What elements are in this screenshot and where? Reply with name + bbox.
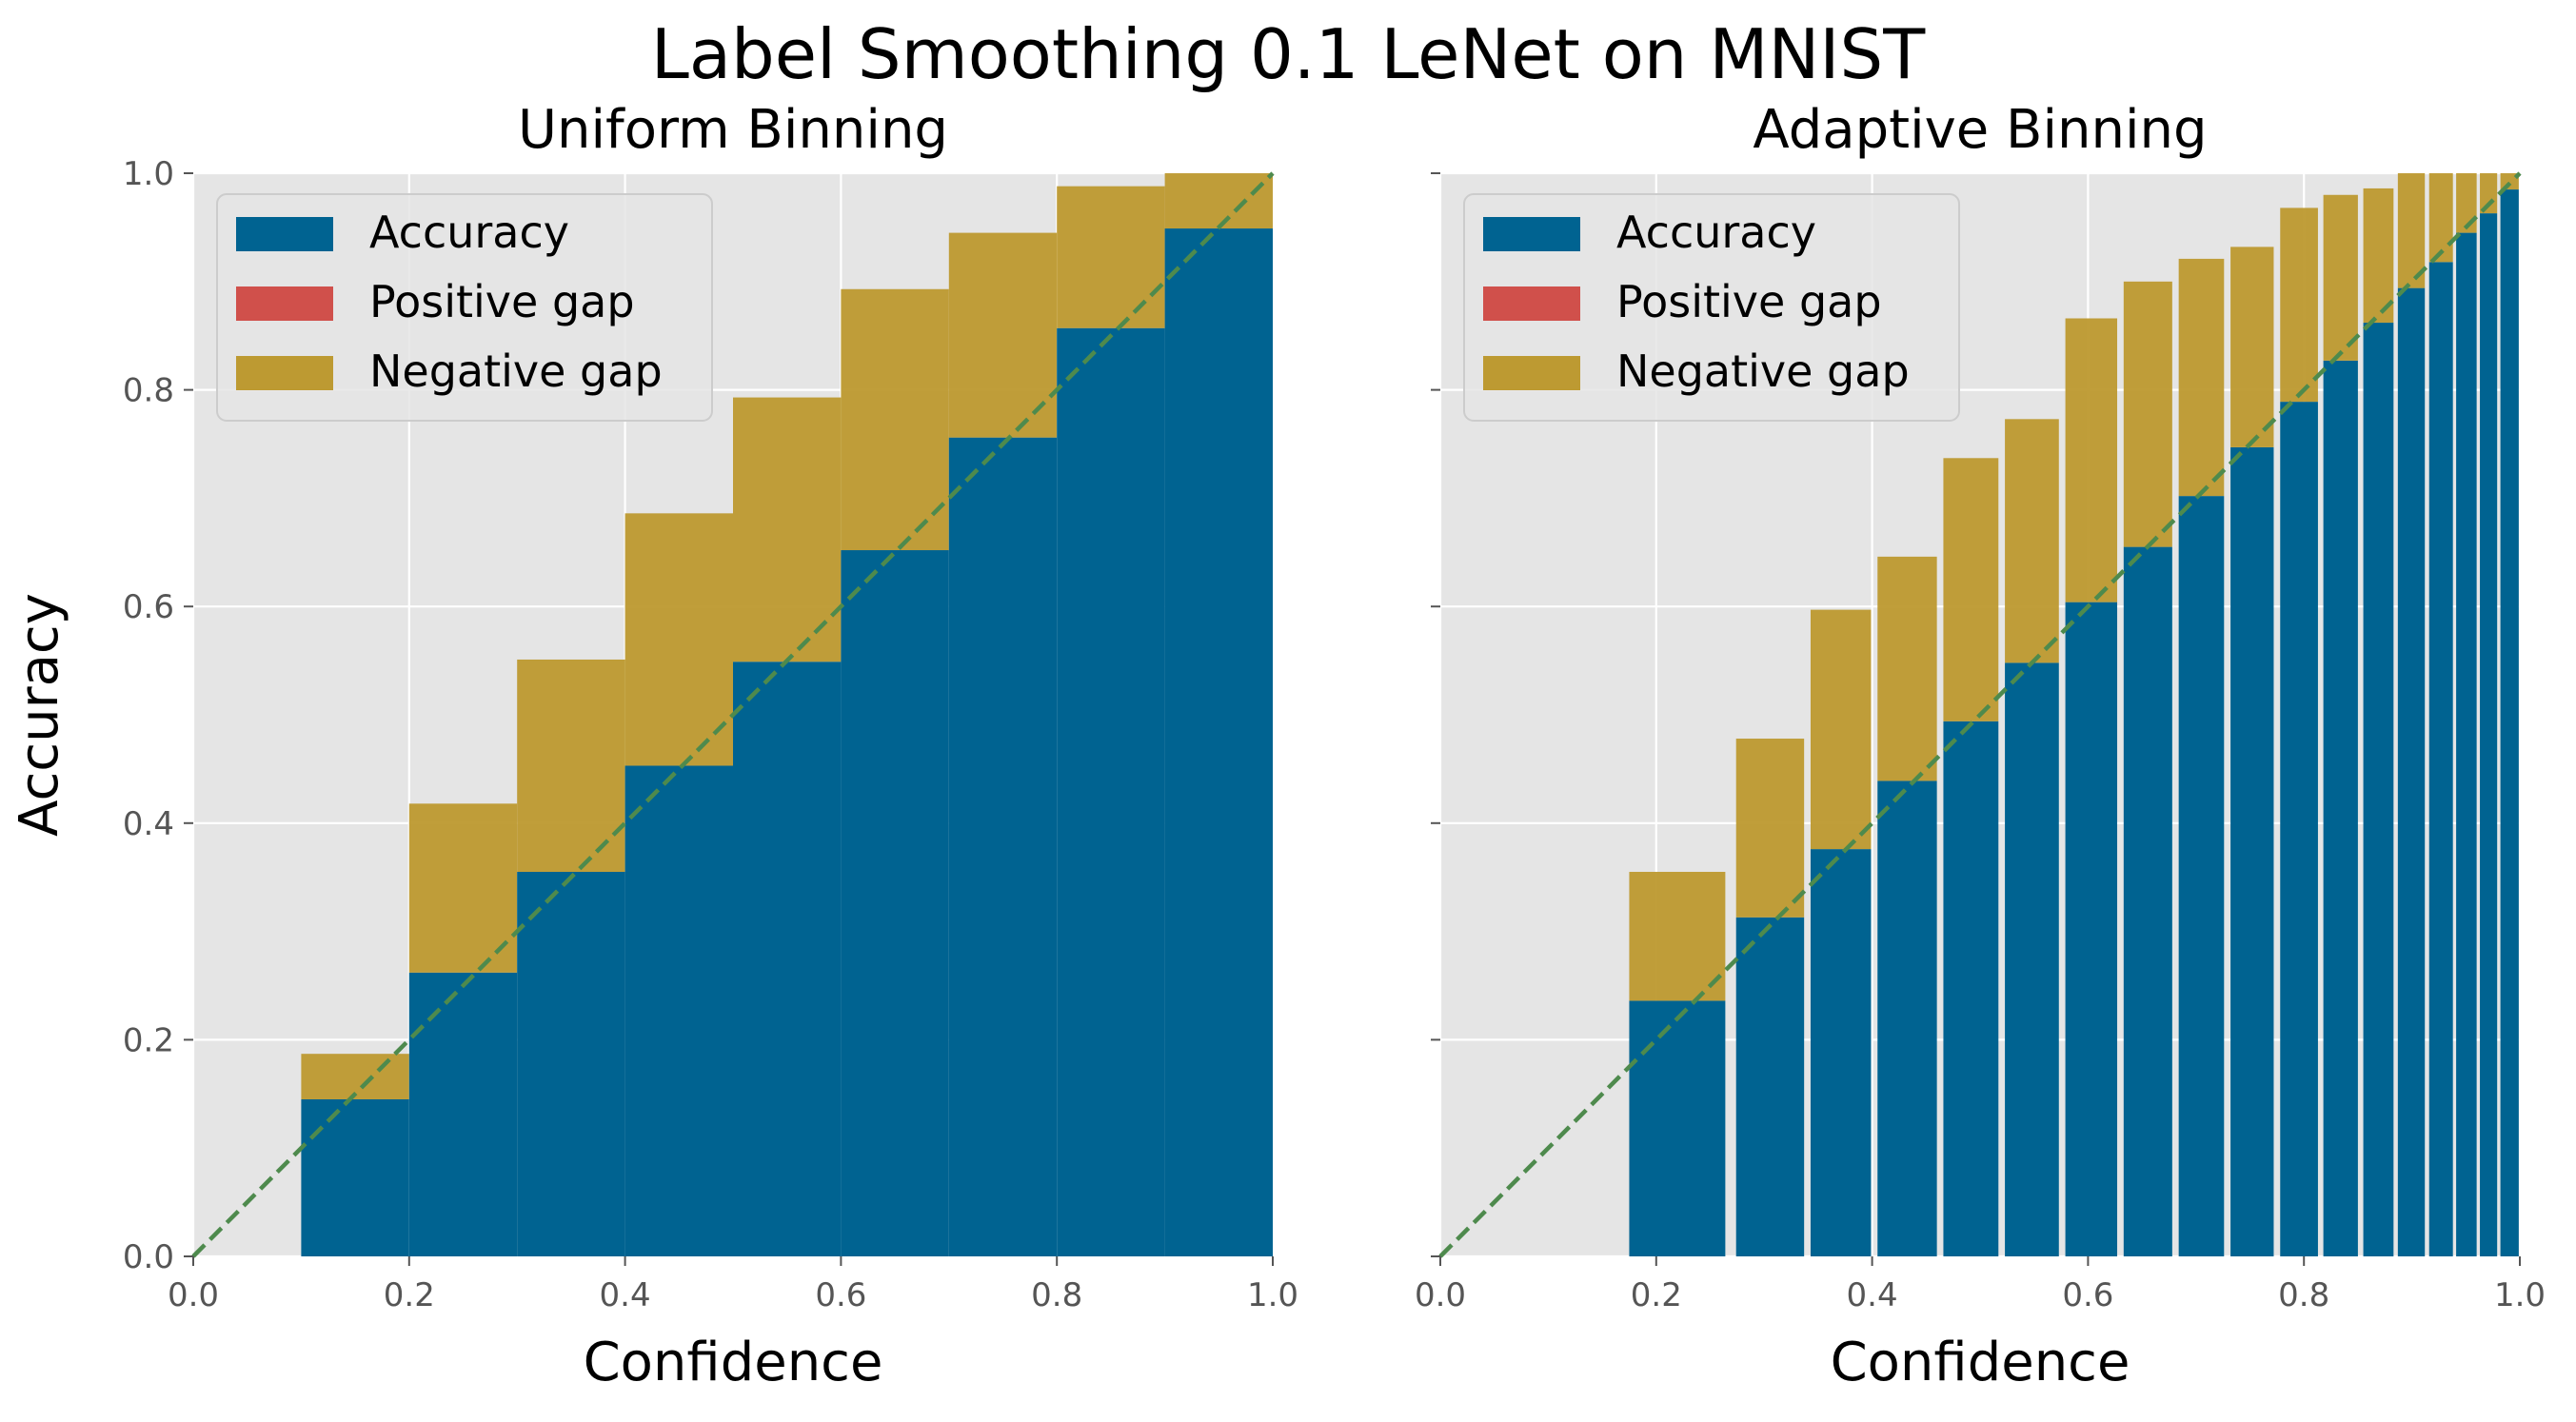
perfect-calibration-line [1438,171,2522,1258]
accuracy-bar [517,872,625,1256]
accuracy-bar [2428,262,2453,1256]
y-tick-label: 0.0 [123,1238,174,1276]
accuracy-bar [1810,849,1872,1256]
negative-gap-bar [1877,556,1937,781]
accuracy-bar [408,972,518,1256]
accuracy-bar [2500,189,2519,1256]
legend-label: Accuracy [369,207,569,258]
y-tick-label: 0.8 [123,372,174,410]
x-tick-label: 0.6 [2062,1276,2113,1314]
accuracy-bar [624,765,733,1256]
legend-label: Accuracy [1616,207,1816,258]
negative-gap-bar [2280,207,2318,403]
x-tick-label: 0.4 [1847,1276,1898,1314]
negative-gap-bar [2178,258,2225,497]
accuracy-bar [1057,327,1165,1256]
x-axis-label: Confidence [584,1332,883,1393]
x-tick-label: 0.8 [2278,1276,2329,1314]
y-axis-label: Accuracy [9,593,70,837]
y-tick-label: 1.0 [123,155,174,193]
accuracy-bar [2323,360,2358,1256]
negative-gap-bar [1735,739,1805,918]
accuracy-bar [2123,546,2172,1256]
legend-box [216,193,713,422]
x-tick-label: 1.0 [2494,1276,2546,1314]
negative-gap-bar [2005,419,2059,663]
accuracy-bar [301,1098,409,1256]
negative-gap-swatch [1483,356,1580,390]
accuracy-bar [2397,287,2426,1256]
x-tick-label: 0.0 [1415,1276,1466,1314]
negative-gap-bar [2428,173,2453,263]
negative-gap-bar [2397,173,2426,288]
negative-gap-bar [1057,186,1165,328]
legend-label: Negative gap [1616,346,1910,397]
y-tick-label: 0.6 [123,588,174,626]
x-tick-label: 0.2 [384,1276,435,1314]
accuracy-bar [1735,917,1805,1256]
legend-label: Negative gap [369,346,663,397]
negative-gap-swatch [236,356,333,390]
accuracy-bar [1877,780,1937,1256]
negative-gap-bar [517,659,625,873]
legend-label: Positive gap [1616,276,1882,327]
accuracy-bar [2005,662,2059,1256]
y-tick-label: 0.2 [123,1021,174,1059]
accuracy-swatch [1483,217,1580,251]
accuracy-bar [1629,1000,1726,1256]
negative-gap-bar [2456,173,2477,233]
x-tick-label: 0.0 [168,1276,219,1314]
panel-title: Adaptive Binning [1753,99,2207,161]
x-tick-label: 0.6 [815,1276,866,1314]
accuracy-swatch [236,217,333,251]
figure-title: Label Smoothing 0.1 LeNet on MNIST [651,14,1926,94]
accuracy-bar [2230,446,2274,1256]
accuracy-bar [2178,496,2225,1256]
x-tick-label: 0.4 [600,1276,651,1314]
accuracy-bar [948,437,1058,1256]
negative-gap-bar [1810,609,1872,850]
negative-gap-bar [2230,247,2274,447]
accuracy-bar [841,550,949,1256]
negative-gap-bar [1164,173,1273,229]
accuracy-bar [733,662,842,1256]
negative-gap-bar [1629,872,1726,1001]
x-tick-label: 0.2 [1631,1276,1682,1314]
legend-box [1463,193,1960,422]
accuracy-bar [2456,232,2477,1257]
negative-gap-bar [2065,318,2118,602]
accuracy-bar [2065,602,2118,1256]
negative-gap-bar [733,397,842,662]
accuracy-bar [1943,721,1999,1256]
uniform-binning-panel: 0.0 0.2 0.4 0.6 0.8 1.0 0.0 0.2 0.4 0.6 0.8 1.0 Unif… [9,99,1298,1393]
legend: Accuracy Positive gap Negative gap [1463,193,1960,422]
negative-gap-bar [2363,188,2394,324]
negative-gap-bar [841,288,949,551]
legend: Accuracy Positive gap Negative gap [216,193,713,422]
x-axis-label: Confidence [1831,1332,2130,1393]
panel-title: Uniform Binning [518,99,948,161]
positive-gap-swatch [236,286,333,321]
negative-gap-bar [2123,281,2172,547]
positive-gap-swatch [1483,286,1580,321]
accuracy-bar [2280,402,2318,1256]
negative-gap-bar [2323,194,2358,361]
adaptive-binning-panel: 0.0 0.2 0.4 0.6 0.8 1.0 Adaptive Binning Confid… [1415,99,2546,1393]
legend-label: Positive gap [369,276,635,327]
perfect-calibration-line [191,171,1275,1258]
x-tick-label: 1.0 [1247,1276,1298,1314]
y-tick-label: 0.4 [123,805,174,843]
negative-gap-bar [408,803,518,973]
x-tick-label: 0.8 [1031,1276,1082,1314]
negative-gap-bar [948,232,1058,438]
accuracy-bar [2363,323,2394,1256]
negative-gap-bar [624,513,733,766]
negative-gap-bar [301,1054,409,1099]
accuracy-bar [2480,213,2498,1257]
accuracy-bar [1164,228,1273,1257]
negative-gap-bar [1943,458,1999,721]
